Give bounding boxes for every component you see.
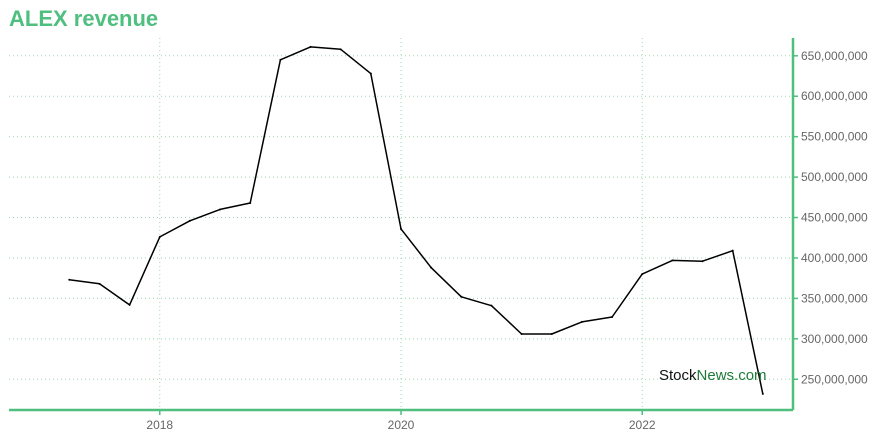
x-tick-labels: 2018 2020 2022 <box>146 410 656 432</box>
data-point <box>731 249 734 252</box>
data-point <box>701 260 704 263</box>
x-tick-label: 2018 <box>146 418 173 432</box>
data-point <box>128 303 131 306</box>
watermark-com: .com <box>734 367 767 384</box>
series-line-revenue <box>69 46 764 394</box>
watermark: StockNews.com <box>659 367 767 384</box>
y-tick-label: 500,000,000 <box>801 170 868 184</box>
x-tick-label: 2022 <box>629 418 656 432</box>
y-tick-label: 250,000,000 <box>801 372 868 386</box>
data-points <box>68 45 764 395</box>
data-point <box>68 278 71 281</box>
data-point <box>520 332 523 335</box>
grid-lines <box>9 38 793 410</box>
data-point <box>249 201 252 204</box>
data-point <box>219 208 222 211</box>
data-point <box>641 273 644 276</box>
data-point <box>490 304 493 307</box>
y-tick-label: 600,000,000 <box>801 89 868 103</box>
y-tick-label: 550,000,000 <box>801 130 868 144</box>
y-tick-label: 400,000,000 <box>801 251 868 265</box>
data-point <box>611 316 614 318</box>
data-point <box>158 235 161 238</box>
y-tick-label: 450,000,000 <box>801 211 868 225</box>
data-point <box>580 320 583 323</box>
data-point <box>430 266 433 269</box>
data-point <box>309 45 312 48</box>
y-tick-label: 650,000,000 <box>801 49 868 63</box>
data-point <box>339 48 342 51</box>
data-point <box>671 259 674 262</box>
watermark-news: News <box>697 367 735 384</box>
x-tick-label: 2020 <box>388 418 415 432</box>
y-tick-label: 300,000,000 <box>801 332 868 346</box>
data-point <box>761 392 764 395</box>
data-point <box>550 332 553 335</box>
watermark-stock: Stock <box>659 367 697 384</box>
data-point <box>279 58 282 61</box>
y-tick-label: 350,000,000 <box>801 291 868 305</box>
chart-title: ALEX revenue <box>9 6 159 31</box>
data-point <box>188 219 191 222</box>
y-tick-labels: 250,000,000 300,000,000 350,000,000 400,000… <box>793 49 868 386</box>
data-point <box>460 295 463 298</box>
data-point <box>98 282 101 285</box>
data-point <box>400 227 402 230</box>
data-point <box>369 72 372 75</box>
